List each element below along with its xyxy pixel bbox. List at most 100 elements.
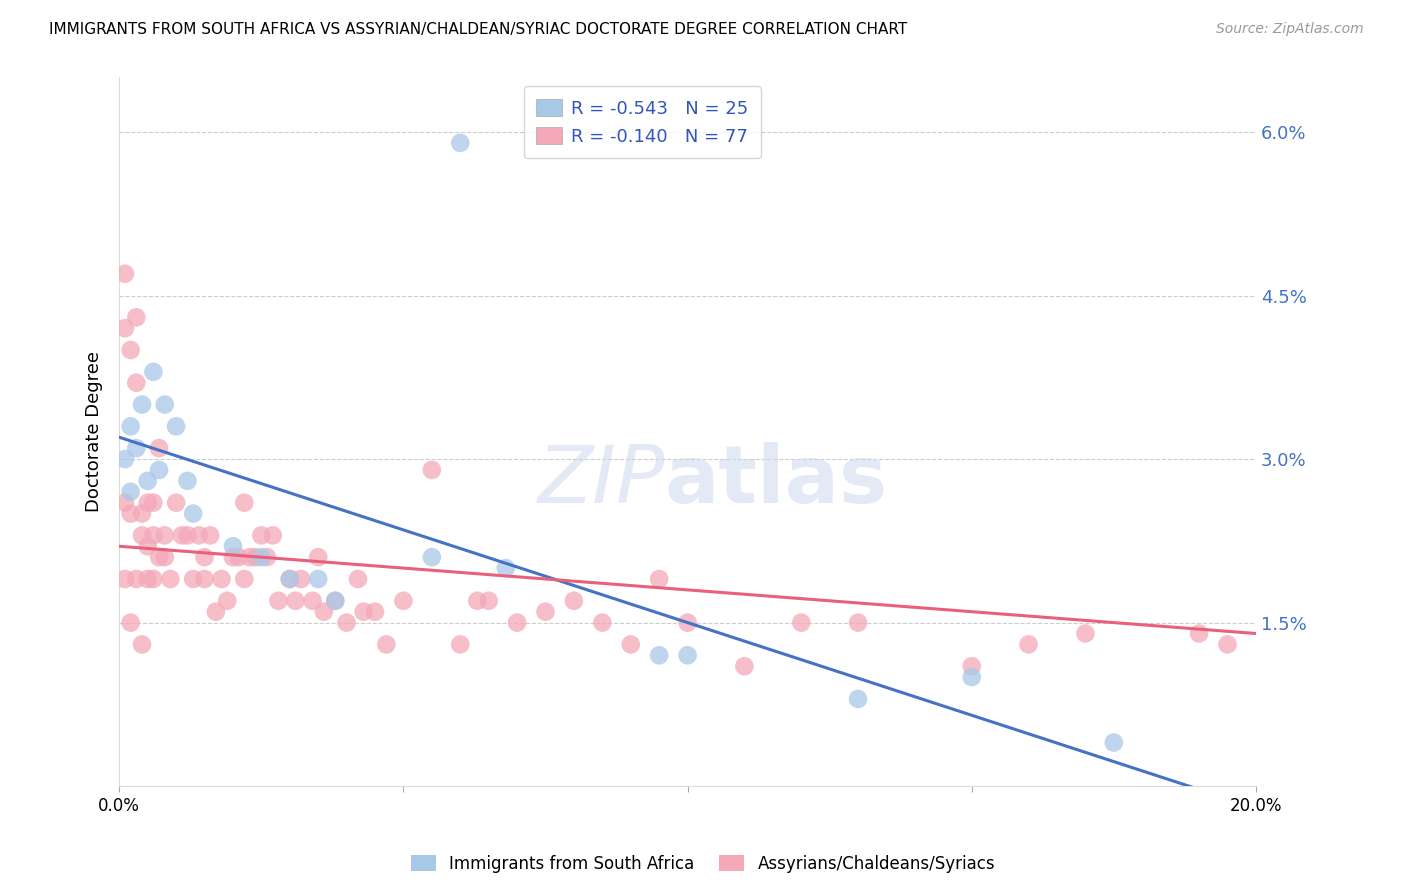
Point <box>648 572 671 586</box>
Text: IMMIGRANTS FROM SOUTH AFRICA VS ASSYRIAN/CHALDEAN/SYRIAC DOCTORATE DEGREE CORREL: IMMIGRANTS FROM SOUTH AFRICA VS ASSYRIAN… <box>49 22 907 37</box>
Point <box>478 594 501 608</box>
Point <box>301 594 323 608</box>
Point <box>120 615 142 630</box>
Point <box>465 594 488 608</box>
Point <box>245 550 267 565</box>
Point <box>846 615 869 630</box>
Point <box>114 496 136 510</box>
Point <box>131 528 153 542</box>
Point <box>142 572 165 586</box>
Point <box>176 528 198 542</box>
Point <box>250 528 273 542</box>
Point <box>114 267 136 281</box>
Point <box>142 496 165 510</box>
Point <box>420 463 443 477</box>
Point <box>170 528 193 542</box>
Point <box>239 550 262 565</box>
Point <box>336 615 359 630</box>
Point <box>290 572 312 586</box>
Point <box>114 452 136 467</box>
Point <box>148 441 170 455</box>
Point <box>323 594 346 608</box>
Legend: Immigrants from South Africa, Assyrians/Chaldeans/Syriacs: Immigrants from South Africa, Assyrians/… <box>404 848 1002 880</box>
Point <box>278 572 301 586</box>
Point <box>211 572 233 586</box>
Point <box>136 496 159 510</box>
Point <box>142 365 165 379</box>
Point <box>312 605 335 619</box>
Point <box>250 550 273 565</box>
Point <box>125 441 148 455</box>
Point <box>181 572 204 586</box>
Point <box>233 572 256 586</box>
Point <box>676 648 699 663</box>
Point <box>1188 626 1211 640</box>
Point <box>323 594 346 608</box>
Point <box>846 692 869 706</box>
Point <box>148 463 170 477</box>
Point <box>136 572 159 586</box>
Point <box>153 550 176 565</box>
Point <box>153 528 176 542</box>
Point <box>1018 637 1040 651</box>
Point <box>176 474 198 488</box>
Point <box>136 539 159 553</box>
Point <box>307 550 329 565</box>
Point <box>375 637 398 651</box>
Text: atlas: atlas <box>665 442 889 520</box>
Point <box>347 572 370 586</box>
Point <box>222 539 245 553</box>
Point <box>233 496 256 510</box>
Point <box>392 594 415 608</box>
Point <box>495 561 517 575</box>
Point <box>125 376 148 390</box>
Point <box>148 550 170 565</box>
Text: ZIP: ZIP <box>537 442 665 520</box>
Point <box>153 398 176 412</box>
Point <box>193 550 215 565</box>
Y-axis label: Doctorate Degree: Doctorate Degree <box>86 351 103 512</box>
Point <box>733 659 755 673</box>
Point <box>131 398 153 412</box>
Point <box>159 572 181 586</box>
Point <box>256 550 278 565</box>
Point <box>284 594 307 608</box>
Point <box>205 605 228 619</box>
Point <box>165 419 187 434</box>
Point <box>353 605 375 619</box>
Point <box>114 572 136 586</box>
Point <box>222 550 245 565</box>
Point <box>125 572 148 586</box>
Point <box>648 648 671 663</box>
Point <box>307 572 329 586</box>
Point <box>165 496 187 510</box>
Point <box>790 615 813 630</box>
Point <box>1074 626 1097 640</box>
Point <box>506 615 529 630</box>
Point <box>960 659 983 673</box>
Point <box>1102 735 1125 749</box>
Point <box>364 605 387 619</box>
Point <box>620 637 643 651</box>
Point <box>120 343 142 357</box>
Point <box>142 528 165 542</box>
Point <box>187 528 209 542</box>
Point <box>534 605 557 619</box>
Point <box>217 594 239 608</box>
Point <box>114 321 136 335</box>
Point <box>449 136 471 150</box>
Point <box>131 507 153 521</box>
Point <box>228 550 250 565</box>
Point <box>562 594 585 608</box>
Point <box>131 637 153 651</box>
Point <box>181 507 204 521</box>
Point <box>125 310 148 325</box>
Legend: R = -0.543   N = 25, R = -0.140   N = 77: R = -0.543 N = 25, R = -0.140 N = 77 <box>523 87 761 159</box>
Point <box>120 484 142 499</box>
Point <box>676 615 699 630</box>
Point <box>262 528 284 542</box>
Text: Source: ZipAtlas.com: Source: ZipAtlas.com <box>1216 22 1364 37</box>
Point <box>591 615 613 630</box>
Point <box>1216 637 1239 651</box>
Point <box>449 637 471 651</box>
